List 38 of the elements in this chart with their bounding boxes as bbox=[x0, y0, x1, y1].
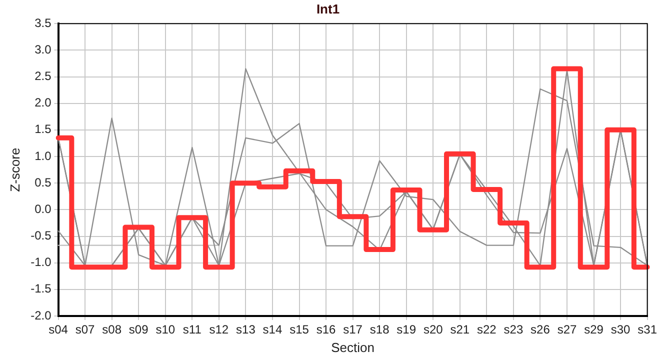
x-tick-label: s17 bbox=[343, 322, 363, 337]
x-tick-label: s18 bbox=[370, 322, 390, 337]
x-tick-label: s26 bbox=[530, 322, 550, 337]
x-tick-label: s19 bbox=[396, 322, 416, 337]
y-tick-label: -1.0 bbox=[30, 255, 52, 270]
x-tick-label: s30 bbox=[610, 322, 631, 337]
x-tick-label: s07 bbox=[75, 322, 96, 337]
x-axis-title: Section bbox=[331, 340, 374, 355]
x-tick-label: s21 bbox=[450, 322, 470, 337]
x-tick-label: s10 bbox=[156, 322, 176, 337]
x-tick-label: s14 bbox=[262, 322, 282, 337]
y-axis-title: Z-score bbox=[7, 148, 22, 192]
x-tick-label: s22 bbox=[476, 322, 497, 337]
y-tick-label: 0.0 bbox=[34, 202, 52, 216]
x-tick-label: s12 bbox=[209, 322, 229, 337]
y-tick-label: 0.5 bbox=[34, 175, 52, 190]
x-tick-label: s13 bbox=[236, 322, 256, 337]
y-tick-label: -0.5 bbox=[30, 228, 52, 243]
x-tick-label: s31 bbox=[638, 322, 658, 337]
x-tick-label: s20 bbox=[423, 322, 444, 337]
x-tick-label: s08 bbox=[102, 322, 122, 337]
y-tick-label: 2.5 bbox=[34, 69, 52, 84]
x-tick-label: s15 bbox=[290, 322, 310, 337]
x-tick-label: s16 bbox=[316, 322, 336, 337]
chart-title: Int1 bbox=[316, 1, 340, 16]
y-tick-label: 3.0 bbox=[34, 42, 52, 56]
x-tick-label: s11 bbox=[182, 322, 202, 337]
x-tick-label: s04 bbox=[48, 322, 68, 337]
y-tick-label: 1.5 bbox=[34, 122, 52, 136]
y-tick-label: -2.0 bbox=[30, 308, 52, 322]
x-tick-label: s09 bbox=[128, 322, 149, 337]
y-tick-label: 3.5 bbox=[34, 16, 52, 30]
y-tick-label: -1.5 bbox=[30, 282, 52, 296]
x-tick-label: s27 bbox=[557, 322, 577, 337]
y-tick-label: 1.0 bbox=[34, 148, 52, 163]
x-tick-label: s23 bbox=[504, 322, 524, 337]
y-tick-label: 2.0 bbox=[34, 96, 52, 110]
x-tick-label: s29 bbox=[584, 322, 604, 337]
